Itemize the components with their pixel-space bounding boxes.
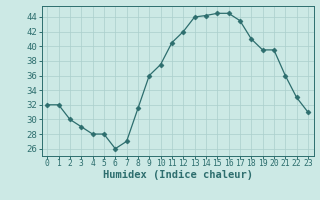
X-axis label: Humidex (Indice chaleur): Humidex (Indice chaleur)	[103, 170, 252, 180]
